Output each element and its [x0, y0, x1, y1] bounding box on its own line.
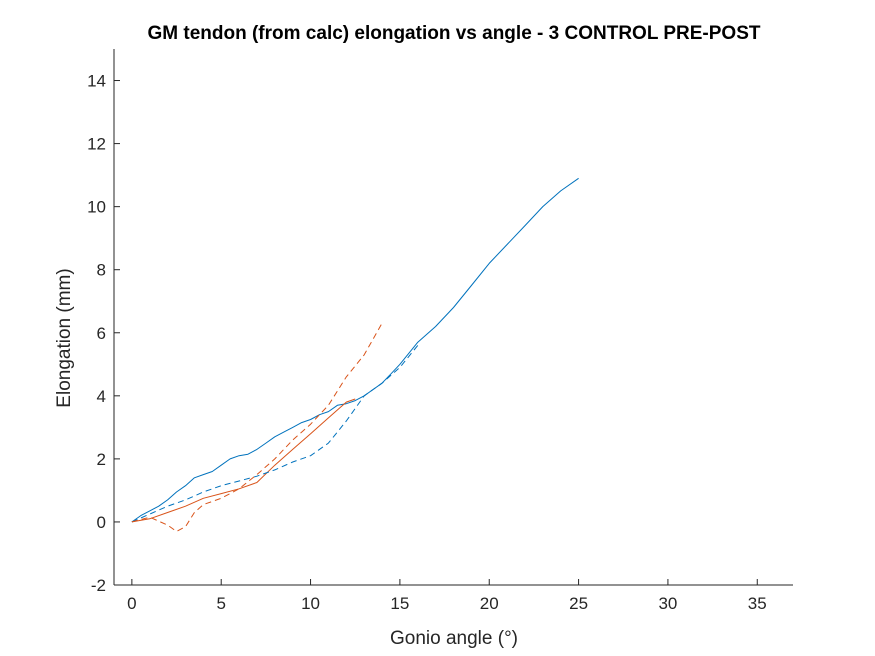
- y-tick-label: 4: [97, 387, 106, 406]
- chart-title: GM tendon (from calc) elongation vs angl…: [148, 23, 761, 44]
- series-line-1: [131, 177, 579, 523]
- series-line-2: [131, 398, 356, 523]
- y-tick-label: 14: [87, 72, 106, 91]
- series-line-4: [131, 323, 383, 532]
- y-tick-label: 0: [97, 513, 106, 532]
- x-axis-title: Gonio angle (°): [390, 628, 518, 649]
- x-tick-label: 35: [748, 594, 767, 613]
- y-tick-label: 8: [97, 261, 106, 280]
- x-tick-label: 0: [127, 594, 136, 613]
- x-tick-label: 30: [658, 594, 677, 613]
- x-tick-label: 5: [216, 594, 225, 613]
- y-axis-title: Elongation (mm): [54, 268, 75, 407]
- y-tick-label: 6: [97, 324, 106, 343]
- x-tick-label: 15: [390, 594, 409, 613]
- y-tick-label: -2: [91, 576, 106, 595]
- y-tick-label: 2: [97, 450, 106, 469]
- axes-layer: [113, 49, 793, 586]
- x-tick-label: 10: [301, 594, 320, 613]
- y-tick-label: 12: [87, 135, 106, 154]
- x-tick-label: 20: [480, 594, 499, 613]
- series-layer: [131, 177, 579, 532]
- series-line-3: [131, 345, 419, 523]
- x-tick-label: 25: [569, 594, 588, 613]
- y-tick-label: 10: [87, 198, 106, 217]
- ticks-layer: 0 5 10 15 20 25 30 35 -2 0 2 4 6 8 10 12 14: [87, 72, 767, 613]
